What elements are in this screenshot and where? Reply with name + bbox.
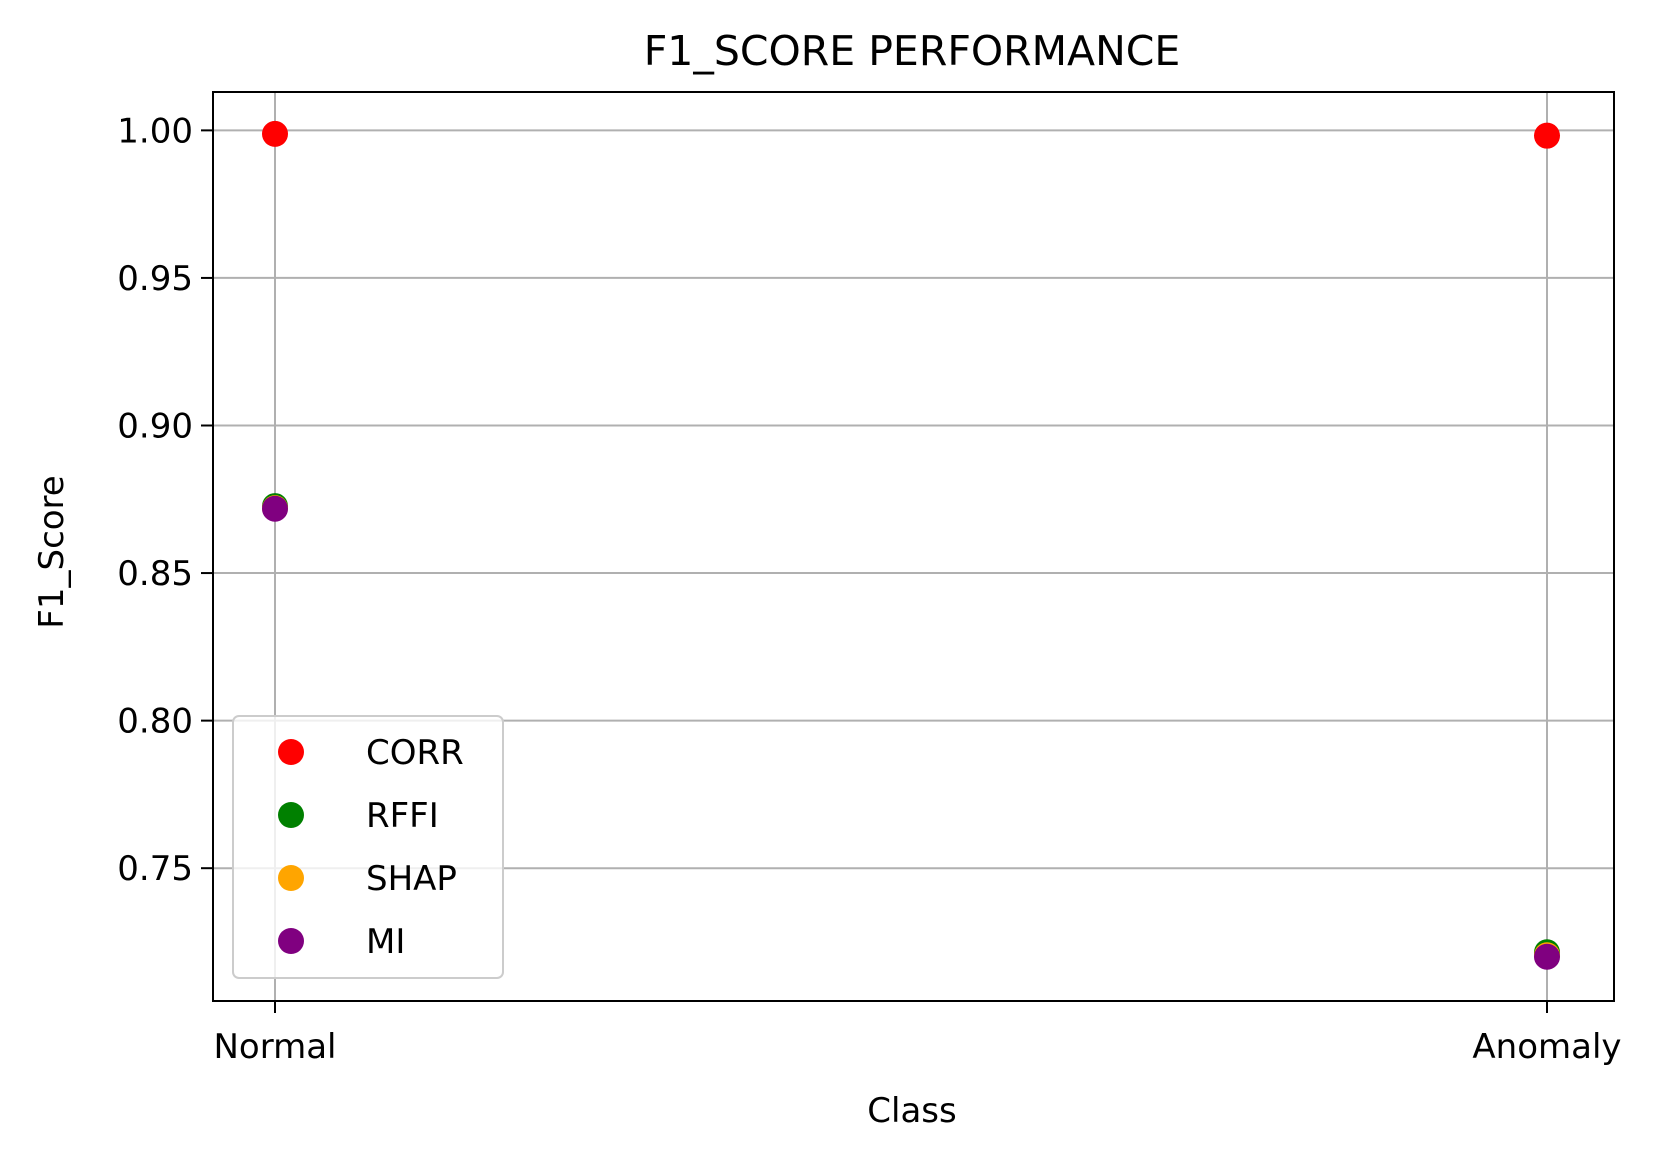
legend: CORR RFFI SHAP MI	[232, 715, 504, 979]
legend-box	[232, 715, 504, 979]
x-axis-label: Class	[867, 1091, 956, 1131]
data-point-mi	[262, 495, 288, 522]
legend-marker-rffi	[278, 802, 304, 828]
x-tick-label: Normal	[213, 1027, 336, 1067]
chart-title: F1_SCORE PERFORMANCE	[644, 27, 1181, 75]
data-point-corr	[1534, 122, 1560, 149]
data-point-corr	[262, 120, 288, 147]
legend-label-mi: MI	[366, 922, 405, 962]
plot-frame	[212, 91, 1615, 1002]
legend-label-corr: CORR	[366, 733, 464, 773]
y-axis-label: F1_Score	[32, 475, 72, 628]
data-point-mi	[1534, 943, 1560, 970]
y-tick-label: 1.00	[117, 111, 193, 151]
legend-label-rffi: RFFI	[366, 796, 439, 836]
y-tick-label: 0.85	[117, 554, 193, 594]
data-points	[262, 120, 1560, 970]
y-tick-label: 0.95	[117, 259, 193, 299]
y-tick-label: 0.90	[117, 406, 193, 446]
x-axis-ticks: Normal Anomaly	[213, 1001, 1622, 1067]
y-axis-ticks: 0.75 0.80 0.85 0.90 0.95 1.00	[117, 111, 213, 889]
legend-marker-mi	[278, 928, 304, 954]
legend-marker-shap	[278, 865, 304, 891]
y-tick-label: 0.75	[117, 849, 193, 889]
x-tick-label: Anomaly	[1472, 1027, 1621, 1067]
plot-border	[212, 91, 1615, 1002]
y-tick-label: 0.80	[117, 702, 193, 742]
legend-marker-corr	[278, 739, 304, 765]
legend-label-shap: SHAP	[366, 859, 457, 899]
